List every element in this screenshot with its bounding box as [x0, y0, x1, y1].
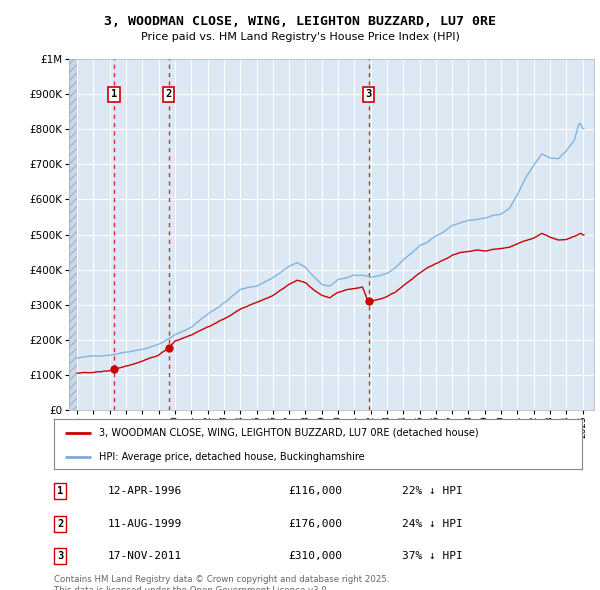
- Text: Contains HM Land Registry data © Crown copyright and database right 2025.
This d: Contains HM Land Registry data © Crown c…: [54, 575, 389, 590]
- Text: 3: 3: [57, 551, 63, 561]
- Text: 37% ↓ HPI: 37% ↓ HPI: [402, 551, 463, 561]
- Text: 3, WOODMAN CLOSE, WING, LEIGHTON BUZZARD, LU7 0RE (detached house): 3, WOODMAN CLOSE, WING, LEIGHTON BUZZARD…: [99, 428, 479, 438]
- Text: 17-NOV-2011: 17-NOV-2011: [108, 551, 182, 561]
- Text: 12-APR-1996: 12-APR-1996: [108, 486, 182, 496]
- Text: Price paid vs. HM Land Registry's House Price Index (HPI): Price paid vs. HM Land Registry's House …: [140, 32, 460, 42]
- Text: £176,000: £176,000: [288, 519, 342, 529]
- Text: £116,000: £116,000: [288, 486, 342, 496]
- Text: HPI: Average price, detached house, Buckinghamshire: HPI: Average price, detached house, Buck…: [99, 451, 365, 461]
- Text: 24% ↓ HPI: 24% ↓ HPI: [402, 519, 463, 529]
- Bar: [69, 59, 77, 410]
- Text: 22% ↓ HPI: 22% ↓ HPI: [402, 486, 463, 496]
- Text: 1: 1: [111, 89, 117, 99]
- Bar: [69, 59, 77, 410]
- Text: 11-AUG-1999: 11-AUG-1999: [108, 519, 182, 529]
- Text: 3: 3: [365, 89, 372, 99]
- Text: £310,000: £310,000: [288, 551, 342, 561]
- Text: 1: 1: [57, 486, 63, 496]
- Text: 2: 2: [57, 519, 63, 529]
- Text: 3, WOODMAN CLOSE, WING, LEIGHTON BUZZARD, LU7 0RE: 3, WOODMAN CLOSE, WING, LEIGHTON BUZZARD…: [104, 15, 496, 28]
- Text: 2: 2: [166, 89, 172, 99]
